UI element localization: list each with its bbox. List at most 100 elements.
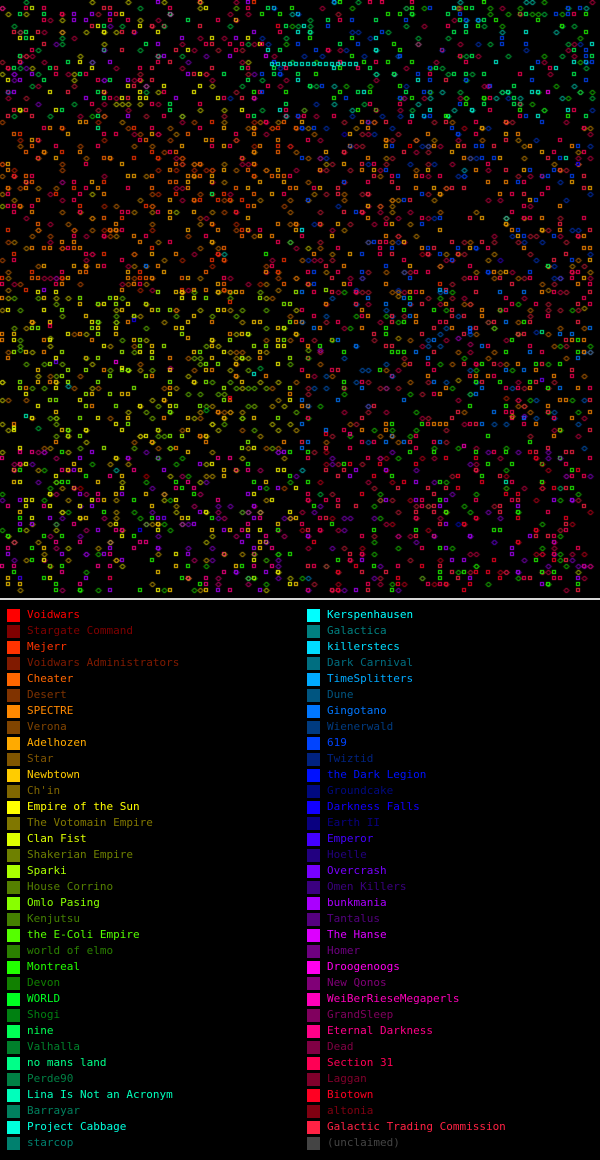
color-swatch [307, 881, 320, 894]
empire-name: Gingotano [327, 704, 387, 717]
legend-item: Mejerr [7, 639, 307, 655]
empire-name: Dead [327, 1040, 354, 1053]
empire-legend: Voidwars Stargate Command Mejerr Voidwars A… [0, 600, 600, 1160]
empire-name: world of elmo [27, 944, 114, 957]
color-swatch [7, 625, 20, 638]
legend-item: Omen Killers [307, 879, 600, 895]
legend-item: Project Cabbage [7, 1119, 307, 1135]
legend-item: world of elmo [7, 943, 307, 959]
color-swatch [307, 753, 320, 766]
empire-name: Cheater [27, 672, 74, 685]
empire-name: Dune [327, 688, 354, 701]
legend-item: Earth II [307, 815, 600, 831]
color-swatch [307, 769, 320, 782]
legend-item: Newbtown [7, 767, 307, 783]
empire-name: Kerspenhausen [327, 608, 414, 621]
map-legend-divider [0, 598, 600, 600]
legend-item: Darkness Falls [307, 799, 600, 815]
empire-name: Lina Is Not an Acronym [27, 1088, 173, 1101]
color-swatch [7, 753, 20, 766]
legend-item: House Corrino [7, 879, 307, 895]
color-swatch [307, 721, 320, 734]
color-swatch [7, 929, 20, 942]
legend-item: Groundcake [307, 783, 600, 799]
empire-name: Shakerian Empire [27, 848, 133, 861]
legend-item: Biotown [307, 1087, 600, 1103]
color-swatch [307, 1041, 320, 1054]
empire-name: nine [27, 1024, 54, 1037]
color-swatch [307, 993, 320, 1006]
legend-item: Droogenoogs [307, 959, 600, 975]
empire-name: House Corrino [27, 880, 114, 893]
empire-name: Empire of the Sun [27, 800, 140, 813]
legend-item: Kenjutsu [7, 911, 307, 927]
empire-name: WORLD [27, 992, 61, 1005]
legend-item: Omlo Pasing [7, 895, 307, 911]
color-swatch [7, 1105, 20, 1118]
empire-name: Adelhozen [27, 736, 87, 749]
legend-item: Dune [307, 687, 600, 703]
legend-item: Voidwars Administrators [7, 655, 307, 671]
legend-item: GrandSleep [307, 1007, 600, 1023]
color-swatch [7, 737, 20, 750]
legend-item: Devon [7, 975, 307, 991]
legend-item: bunkmania [307, 895, 600, 911]
empire-name: SPECTRE [27, 704, 74, 717]
empire-name: Mejerr [27, 640, 67, 653]
color-swatch [7, 945, 20, 958]
legend-item: Lina Is Not an Acronym [7, 1087, 307, 1103]
color-swatch [7, 1089, 20, 1102]
color-swatch [7, 833, 20, 846]
empire-name: the E-Coli Empire [27, 928, 140, 941]
color-swatch [307, 625, 320, 638]
color-swatch [307, 689, 320, 702]
empire-name: Ch'in [27, 784, 61, 797]
legend-item: Tantalus [307, 911, 600, 927]
color-swatch [307, 785, 320, 798]
empire-name: 619 [327, 736, 347, 749]
color-swatch [307, 1089, 320, 1102]
empire-name: the Dark Legion [327, 768, 427, 781]
legend-item: Laggan [307, 1071, 600, 1087]
empire-name: Verona [27, 720, 67, 733]
color-swatch [307, 977, 320, 990]
color-swatch [307, 1121, 320, 1134]
legend-item: Shakerian Empire [7, 847, 307, 863]
empire-name: Desert [27, 688, 67, 701]
legend-item: Emperor [307, 831, 600, 847]
color-swatch [307, 1105, 320, 1118]
empire-name: Galactica [327, 624, 387, 637]
empire-name: Earth II [327, 816, 380, 829]
legend-item: Twiztid [307, 751, 600, 767]
color-swatch [7, 977, 20, 990]
color-swatch [307, 673, 320, 686]
color-swatch [7, 961, 20, 974]
empire-name: Darkness Falls [327, 800, 420, 813]
empire-name: New Qonos [327, 976, 387, 989]
empire-name: Star [27, 752, 54, 765]
color-swatch [7, 689, 20, 702]
color-swatch [307, 641, 320, 654]
legend-item: Perde90 [7, 1071, 307, 1087]
empire-name: Twiztid [327, 752, 374, 765]
color-swatch [307, 1009, 320, 1022]
empire-name: The Hanse [327, 928, 387, 941]
color-swatch [7, 801, 20, 814]
empire-name: Groundcake [327, 784, 394, 797]
legend-item: The Votomain Empire [7, 815, 307, 831]
color-swatch [7, 1073, 20, 1086]
color-swatch [307, 609, 320, 622]
legend-item: Stargate Command [7, 623, 307, 639]
color-swatch [7, 657, 20, 670]
empire-name: GrandSleep [327, 1008, 394, 1021]
galaxy-map[interactable] [0, 0, 600, 598]
empire-name: Hoelle [327, 848, 367, 861]
color-swatch [7, 913, 20, 926]
empire-name: no mans land [27, 1056, 107, 1069]
color-swatch [7, 849, 20, 862]
empire-name: Montreal [27, 960, 80, 973]
empire-name: Shogi [27, 1008, 61, 1021]
color-swatch [307, 1025, 320, 1038]
color-swatch [7, 673, 20, 686]
color-swatch [307, 833, 320, 846]
